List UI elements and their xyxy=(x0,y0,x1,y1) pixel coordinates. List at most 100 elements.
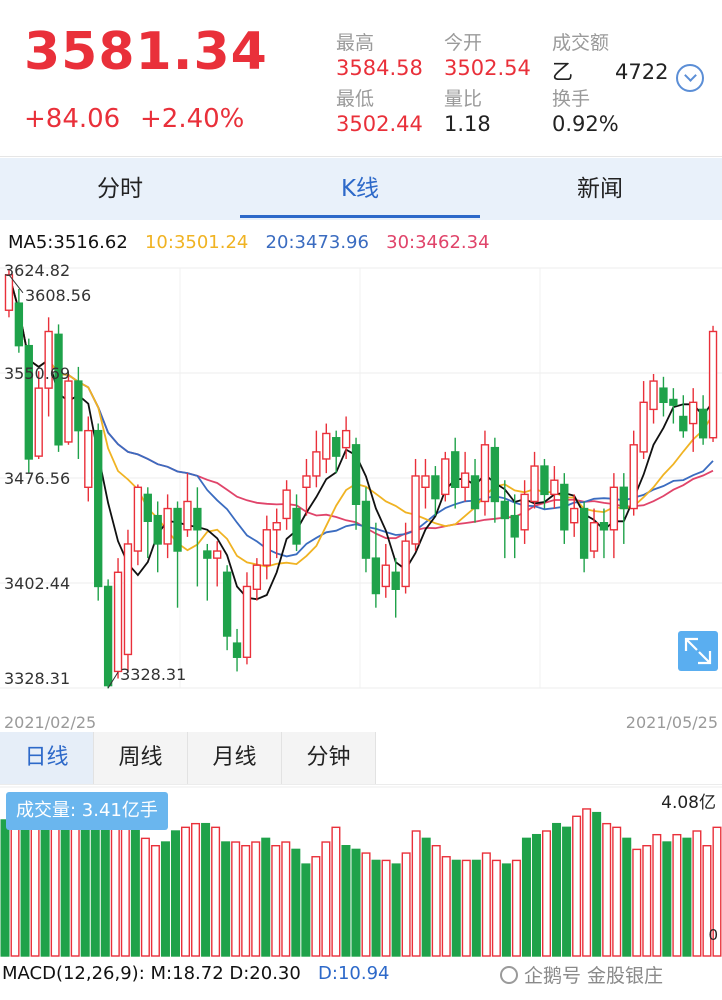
volume-bar xyxy=(411,830,421,957)
fullscreen-icon[interactable] xyxy=(678,631,718,671)
volume-bar xyxy=(652,833,662,957)
volume-bar xyxy=(60,811,70,957)
candle-body xyxy=(74,380,83,432)
candle-body xyxy=(609,486,619,531)
volume-bar xyxy=(451,859,461,957)
candle-body xyxy=(64,380,73,443)
stat-label: 今开 xyxy=(444,32,483,54)
candle-body xyxy=(401,540,410,588)
volume-bar xyxy=(181,826,191,957)
volume-bar xyxy=(241,845,251,957)
candle-body xyxy=(322,432,331,460)
tab-news[interactable]: 新闻 xyxy=(577,176,623,202)
volume-bar xyxy=(110,815,120,957)
volume-bar xyxy=(20,826,30,957)
volume-zero-label: 0 xyxy=(708,926,718,944)
ma-legend: MA5:3516.62 10:3501.24 20:3473.96 30:346… xyxy=(8,232,490,253)
volume-bar xyxy=(712,826,722,957)
candle-body xyxy=(689,401,698,425)
volume-bar xyxy=(361,852,371,957)
start-date: 2021/02/25 xyxy=(4,713,96,732)
low-marker-line xyxy=(107,671,119,689)
volume-bar xyxy=(0,819,10,957)
volume-bar xyxy=(311,856,321,957)
quote-header xyxy=(0,0,722,157)
period-tab-weekly[interactable]: 周线 xyxy=(94,732,188,784)
price-change-percent: +2.40% xyxy=(140,104,245,134)
candle-body xyxy=(252,564,262,590)
macd-m: M:18.72 xyxy=(150,963,224,984)
period-tab-monthly[interactable]: 月线 xyxy=(188,732,282,784)
kline-chart[interactable]: 3624.82 3550.69 3476.56 3402.44 3328.31 3608.… xyxy=(0,258,722,732)
volume-bar xyxy=(80,819,90,957)
stat-label: 换手 xyxy=(552,88,591,110)
y-tick-label: 3402.44 xyxy=(4,574,70,593)
macd-title: MACD(12,26,9): xyxy=(2,963,145,984)
volume-bar xyxy=(271,845,281,957)
y-tick-label: 3550.69 xyxy=(4,364,70,383)
volume-bar xyxy=(622,837,632,957)
volume-bar xyxy=(542,830,552,957)
candle-body xyxy=(143,493,152,522)
price-change: +84.06 xyxy=(24,104,121,134)
candle-body xyxy=(94,429,103,588)
tab-intraday[interactable]: 分时 xyxy=(97,176,143,202)
volume-bar xyxy=(642,845,652,957)
volume-bar xyxy=(582,808,592,957)
candle-body xyxy=(421,475,430,488)
stat-value: 0.92% xyxy=(552,112,619,136)
watermark: 企鹅号 金股银庄 xyxy=(500,961,663,988)
volume-bar xyxy=(592,811,602,957)
candle-body xyxy=(242,585,252,658)
active-tab-indicator xyxy=(240,215,480,218)
candle-body xyxy=(123,543,133,656)
volume-bar xyxy=(431,845,441,957)
ma20-line xyxy=(8,274,714,558)
candle-body xyxy=(292,507,301,545)
period-tab-daily[interactable]: 日线 xyxy=(0,732,94,784)
candle-body xyxy=(470,475,480,510)
volume-bar xyxy=(251,841,261,957)
candle-body xyxy=(500,500,509,520)
volume-bar xyxy=(201,822,211,957)
candle-body xyxy=(222,571,232,637)
candle-body xyxy=(391,571,400,590)
volume-bar xyxy=(150,845,160,957)
candle-body xyxy=(530,465,539,503)
stat-value: 1.18 xyxy=(444,112,491,136)
volume-bar xyxy=(511,859,521,957)
ma30-value: 30:3462.34 xyxy=(386,232,490,253)
volume-bar xyxy=(160,841,170,957)
period-tab-minute[interactable]: 分钟 xyxy=(282,732,376,784)
volume-bar xyxy=(301,863,311,957)
stat-value: 3502.44 xyxy=(336,112,423,136)
watermark-text: 企鹅号 金股银庄 xyxy=(524,965,664,987)
volume-bar xyxy=(50,822,60,957)
tab-kline[interactable]: K线 xyxy=(340,176,380,202)
stat-label: 最高 xyxy=(336,32,375,54)
volume-bar xyxy=(552,822,562,957)
volume-bar xyxy=(421,837,431,957)
y-tick-label: 3476.56 xyxy=(4,469,70,488)
stat-value: 乙 4722 xyxy=(552,60,669,84)
candle-body xyxy=(14,302,24,347)
volume-bar xyxy=(692,830,702,957)
candle-body xyxy=(510,514,519,538)
volume-bar xyxy=(30,815,40,957)
volume-bar xyxy=(191,822,201,957)
candle-body xyxy=(381,564,390,588)
candle-body xyxy=(54,333,63,446)
volume-bar xyxy=(521,837,531,957)
chevron-down-icon[interactable] xyxy=(676,64,704,92)
volume-bar xyxy=(682,837,692,957)
macd-legend: MACD(12,26,9): M:18.72 D:20.30 D:10.94 xyxy=(2,963,389,984)
volume-bar xyxy=(170,830,180,957)
volume-chart[interactable] xyxy=(0,786,722,958)
candle-body xyxy=(153,514,162,545)
period-tabs: 日线 周线 月线 分钟 xyxy=(0,732,722,785)
volume-bar xyxy=(120,822,130,957)
ma20-value: 20:3473.96 xyxy=(265,232,369,253)
candle-body xyxy=(540,465,549,496)
volume-bar xyxy=(100,808,110,957)
volume-bar xyxy=(501,863,511,957)
